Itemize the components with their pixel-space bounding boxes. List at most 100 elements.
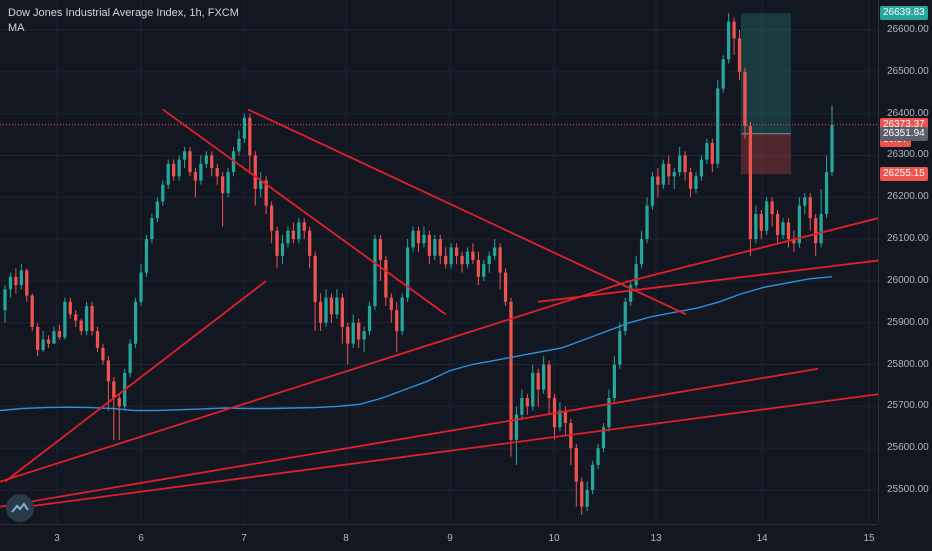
candle-up [63, 301, 67, 338]
candle-down [30, 295, 34, 327]
candle-up [433, 239, 437, 256]
candle-down [313, 255, 317, 302]
candle-up [558, 410, 562, 428]
candle-down [172, 163, 176, 177]
candle-up [645, 205, 649, 240]
candle-up [601, 427, 606, 449]
candle-up [128, 343, 132, 373]
candle-down [427, 234, 432, 256]
candle-down [710, 142, 714, 164]
candle-down [509, 301, 513, 440]
candle-up [590, 464, 595, 490]
candle-down [547, 364, 551, 398]
candle-up [634, 264, 638, 286]
long-position-tool[interactable] [741, 13, 791, 175]
target-price-tag: 26639.83 [880, 6, 928, 21]
price-tick-label: 25600.00 [887, 442, 929, 454]
moving-average-line [0, 276, 833, 412]
candle-down [476, 260, 480, 277]
candle-up [721, 59, 725, 89]
candle-up [204, 155, 208, 164]
price-tick-label: 26200.00 [887, 191, 929, 203]
candle-down [732, 21, 736, 39]
candle-up [482, 264, 486, 277]
position-profit-zone [741, 13, 791, 134]
candle-down [275, 230, 279, 256]
price-chart[interactable] [0, 0, 878, 524]
trendlines[interactable] [0, 108, 878, 508]
trendline [629, 217, 878, 282]
candle-up [612, 364, 617, 398]
trendline [0, 280, 631, 483]
time-tick-label: 7 [241, 533, 247, 544]
candle-down [378, 239, 383, 260]
trendline [0, 367, 819, 508]
candle-down [269, 205, 274, 231]
candle-down [46, 339, 51, 344]
candle-down [395, 310, 399, 332]
candle-up [531, 372, 535, 407]
ma-line [0, 276, 833, 412]
candle-down [563, 410, 568, 424]
candle-up [351, 322, 355, 344]
candle-down [786, 222, 791, 240]
time-tick-label: 8 [343, 533, 349, 544]
candle-down [308, 230, 312, 256]
candle-up [672, 172, 676, 177]
indicator-label[interactable]: MA [8, 22, 25, 34]
price-tick-label: 26400.00 [887, 107, 929, 119]
price-axis[interactable]: 26600.00 26500.00 26400.00 26300.00 26200.00… [878, 0, 932, 524]
entry-price-tag: 26351.94 [880, 126, 928, 141]
tradingview-logo-icon[interactable] [6, 494, 34, 522]
candle-up [177, 159, 181, 177]
candle-down [264, 180, 268, 206]
candle-up [367, 306, 372, 332]
position-loss-zone [741, 133, 791, 175]
trendline [26, 393, 878, 508]
candle-up [765, 201, 769, 231]
price-tick-label: 26300.00 [887, 149, 929, 161]
candle-down [106, 360, 111, 382]
candle-down [101, 347, 105, 361]
candle-down [460, 255, 464, 265]
candle-up [487, 255, 491, 265]
price-tick-label: 25900.00 [887, 316, 929, 328]
candle-up [422, 234, 426, 244]
candle-up [150, 218, 154, 240]
time-tick-label: 14 [756, 533, 768, 544]
candle-down [503, 272, 508, 302]
candle-down [536, 372, 540, 390]
candlestick-series [3, 13, 834, 516]
chart-legend: Dow Jones Industrial Average Index, 1h, … [8, 6, 239, 36]
candle-up [41, 339, 45, 350]
candle-up [237, 138, 241, 152]
trendline [162, 108, 447, 316]
candle-down [416, 230, 421, 244]
candle-up [199, 163, 203, 181]
candle-up [52, 331, 56, 344]
candle-up [585, 490, 589, 507]
candle-up [259, 180, 263, 189]
candle-down [193, 172, 198, 181]
candle-up [819, 214, 823, 244]
candle-down [770, 201, 774, 214]
price-tick-label: 26600.00 [887, 24, 929, 35]
candle-down [25, 270, 29, 296]
price-tick-label: 25500.00 [887, 484, 929, 495]
candle-down [74, 314, 78, 321]
symbol-title[interactable]: Dow Jones Industrial Average Index, 1h, … [8, 7, 239, 19]
candle-up [335, 297, 339, 315]
time-axis[interactable]: 3 6 7 8 9 10 13 14 15 [0, 524, 878, 551]
candle-down [248, 117, 252, 156]
candle-down [253, 155, 257, 189]
candle-up [411, 230, 415, 248]
price-tick-label: 25800.00 [887, 358, 929, 370]
candle-up [678, 155, 682, 173]
time-tick-label: 15 [863, 533, 875, 544]
candle-up [324, 297, 328, 323]
candle-up [362, 331, 366, 340]
candle-down [525, 398, 529, 407]
trendline [247, 108, 687, 316]
candle-up [139, 272, 143, 302]
candle-up [629, 285, 633, 302]
